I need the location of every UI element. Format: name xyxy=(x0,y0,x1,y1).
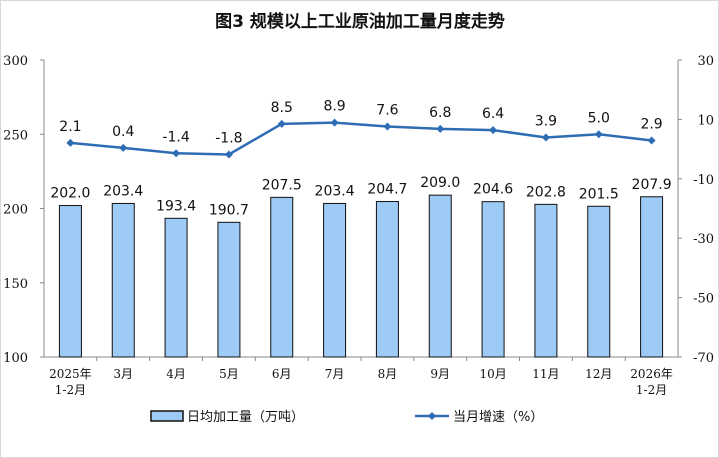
x-tick-label: 12月 xyxy=(585,367,612,381)
line-value-label: 8.9 xyxy=(323,99,345,115)
growth-line xyxy=(70,121,652,156)
line-point-marker xyxy=(436,124,445,133)
line-value-label: 7.6 xyxy=(376,103,398,119)
x-tick-label: 3月 xyxy=(113,367,133,381)
line-point-marker xyxy=(647,136,656,145)
y-left-tick-label: 100 xyxy=(3,351,28,366)
line-point-marker xyxy=(172,149,181,158)
line-point-marker xyxy=(119,143,128,152)
x-tick-label: 10月 xyxy=(479,367,506,381)
bar xyxy=(640,196,664,358)
bar-value-label: 203.4 xyxy=(103,183,143,199)
bar xyxy=(270,196,294,358)
line-value-label: -1.4 xyxy=(162,129,189,145)
x-tick-label: 7月 xyxy=(325,367,345,381)
x-tick-label: 1-2月 xyxy=(55,383,86,397)
x-tick-label: 6月 xyxy=(272,367,292,381)
bar-value-label: 204.6 xyxy=(473,182,513,198)
line-value-label: 8.5 xyxy=(271,100,293,116)
x-tick-label: 2026年 xyxy=(630,367,673,381)
legend-line-label: 当月增速（%） xyxy=(453,410,543,425)
bar xyxy=(58,205,82,358)
y-right-tick-label: -70 xyxy=(693,351,714,366)
line-point-marker xyxy=(330,118,339,127)
x-tick-label: 9月 xyxy=(430,367,450,381)
bar-value-label: 204.7 xyxy=(367,182,407,198)
line-value-label: 3.9 xyxy=(535,114,557,130)
bar-value-label: 203.4 xyxy=(315,183,355,199)
y-right-tick-label: 10 xyxy=(697,113,714,128)
y-left-tick-label: 300 xyxy=(3,54,28,69)
y-right-tick-label: 30 xyxy=(697,54,714,69)
y-left-tick-label: 150 xyxy=(3,277,28,292)
bar-value-label: 201.5 xyxy=(579,186,619,202)
line-value-label: 5.0 xyxy=(588,110,610,126)
chart-title: 图3 规模以上工业原油加工量月度走势 xyxy=(215,11,505,32)
bar-value-label: 202.8 xyxy=(526,184,566,200)
legend-bar-label: 日均加工量（万吨） xyxy=(187,410,304,425)
line-value-label: 2.9 xyxy=(640,116,662,132)
line-value-label: 0.4 xyxy=(112,124,134,140)
bar-value-label: 209.0 xyxy=(420,175,460,191)
x-tick-label: 8月 xyxy=(378,367,398,381)
bar xyxy=(428,194,452,358)
bar xyxy=(375,201,399,358)
x-tick-label: 5月 xyxy=(219,367,239,381)
line-point-marker xyxy=(541,133,550,142)
bar xyxy=(217,221,241,358)
line-point-marker xyxy=(66,138,75,147)
x-tick-label: 11月 xyxy=(532,367,559,381)
line-point-marker xyxy=(594,130,603,139)
line-point-marker xyxy=(277,119,286,128)
bar xyxy=(164,217,188,358)
bar-value-label: 190.7 xyxy=(209,202,249,218)
y-right-tick-label: -50 xyxy=(693,292,714,307)
y-right-tick-label: -30 xyxy=(693,232,714,247)
line-value-label: 6.8 xyxy=(429,105,451,121)
bar-value-label: 207.5 xyxy=(262,177,302,193)
y-right-tick-label: -10 xyxy=(693,173,714,188)
line-value-label: 2.1 xyxy=(59,119,81,135)
line-point-marker xyxy=(383,122,392,131)
bar xyxy=(481,201,505,358)
bar xyxy=(111,202,135,358)
line-value-label: -1.8 xyxy=(215,130,242,146)
x-tick-label: 4月 xyxy=(166,367,186,381)
x-tick-label: 1-2月 xyxy=(636,383,667,397)
bar-value-label: 193.4 xyxy=(156,198,196,214)
legend-line-marker xyxy=(428,412,436,420)
x-tick-label: 2025年 xyxy=(49,367,92,381)
bar-value-label: 202.0 xyxy=(50,186,90,202)
line-value-label: 6.4 xyxy=(482,106,504,122)
bar xyxy=(323,202,347,358)
line-point-marker xyxy=(224,150,233,159)
bar xyxy=(534,203,558,358)
bar-value-label: 207.9 xyxy=(632,177,672,193)
bar xyxy=(587,205,611,358)
y-left-tick-label: 200 xyxy=(3,203,28,218)
line-point-marker xyxy=(489,126,498,135)
y-left-tick-label: 250 xyxy=(3,128,28,143)
legend-bar-swatch xyxy=(150,410,184,422)
